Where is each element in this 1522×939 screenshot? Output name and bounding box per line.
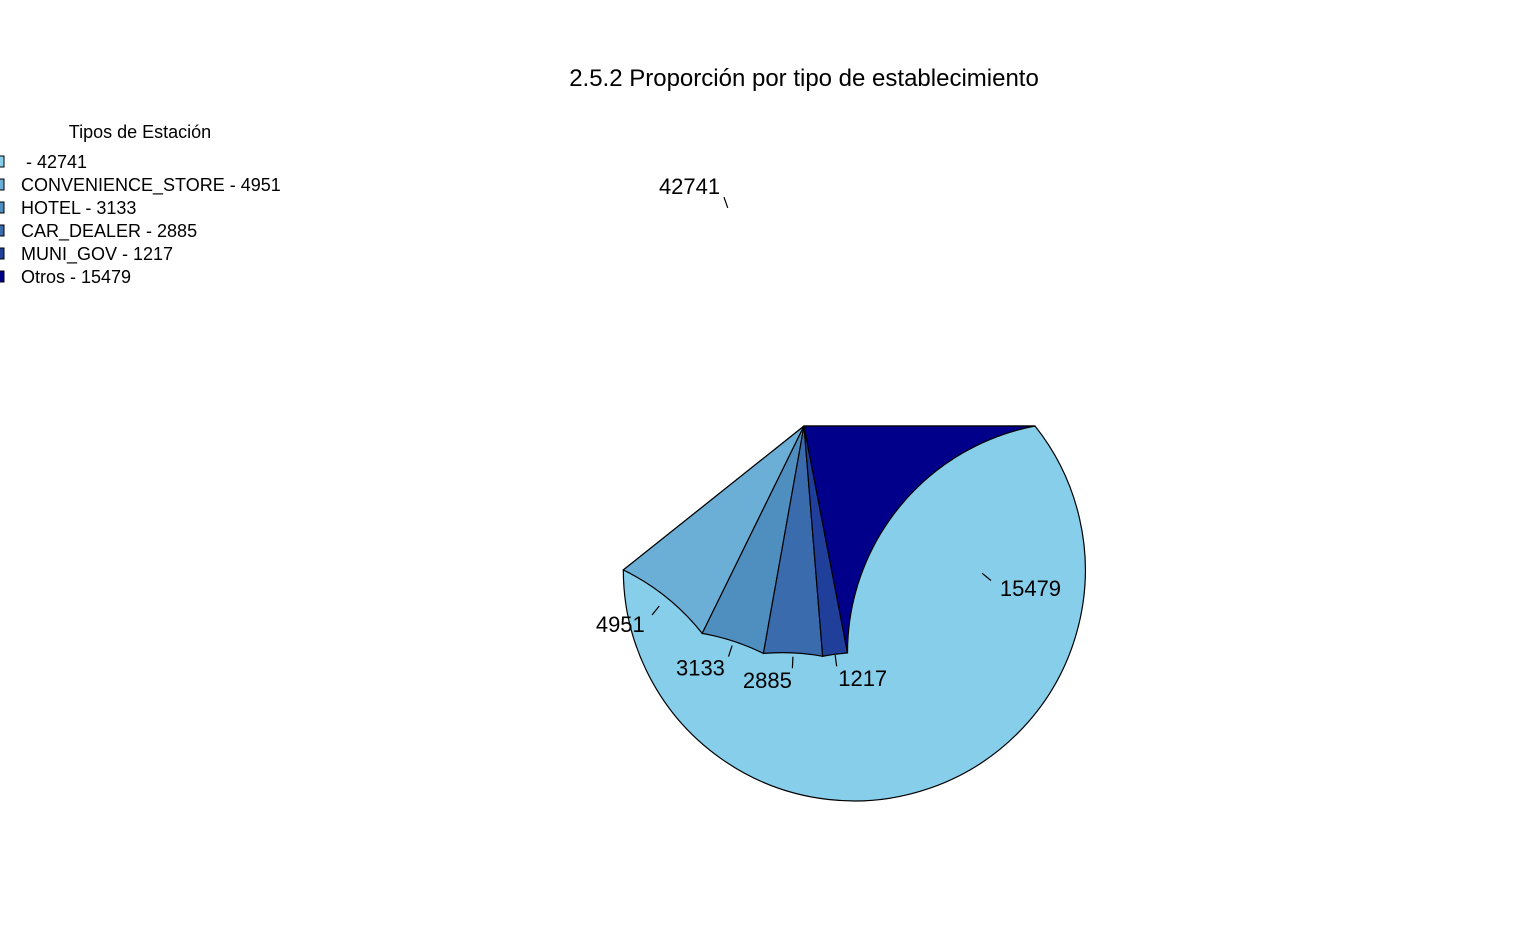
slice-value-label: 1217 <box>838 666 887 691</box>
legend-title: Tipos de Estación <box>69 122 211 142</box>
legend-entry: MUNI_GOV - 1217 <box>21 244 173 265</box>
legend-entry: - 42741 <box>21 152 87 172</box>
legend-swatch <box>0 155 5 168</box>
pie-slices <box>622 425 1086 802</box>
slice-label-tick <box>727 645 733 657</box>
slice-value-label: 4951 <box>596 612 645 637</box>
slice-label-tick <box>723 196 729 209</box>
legend-swatch <box>0 224 5 237</box>
legend: Tipos de Estación - 42741 CONVENIENCE_STO… <box>0 122 281 287</box>
legend-swatch <box>0 178 5 191</box>
slice-value-label: 42741 <box>659 174 720 199</box>
slice-value-label: 2885 <box>743 668 792 693</box>
legend-entry: HOTEL - 3133 <box>21 198 136 218</box>
pie-labels: 42741 4951 3133 2885 1217 15479 <box>596 174 1061 693</box>
legend-entry: CONVENIENCE_STORE - 4951 <box>21 175 281 196</box>
slice-value-label: 15479 <box>1000 576 1061 601</box>
slice-label-tick <box>791 656 794 669</box>
slice-label-tick <box>651 605 660 616</box>
pie-slice-otros <box>803 425 1036 653</box>
slice-value-label: 3133 <box>676 655 725 680</box>
legend-swatch <box>0 201 5 214</box>
legend-entry: Otros - 15479 <box>21 267 131 287</box>
legend-entry: CAR_DEALER - 2885 <box>21 221 197 242</box>
pie-slice-convenience-store <box>622 425 805 635</box>
chart-title: 2.5.2 Proporción por tipo de establecimi… <box>569 65 1039 92</box>
slice-label-tick <box>834 654 838 667</box>
legend-swatch <box>0 247 5 260</box>
legend-swatch <box>0 270 5 283</box>
slice-label-tick <box>981 572 992 581</box>
